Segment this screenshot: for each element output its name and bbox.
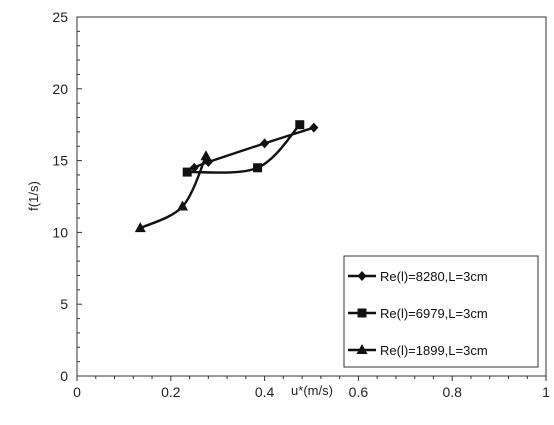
- y-tick-label: 20: [52, 81, 68, 97]
- legend-entry: Re(l)=1899,L=3cm: [348, 343, 488, 358]
- y-minor-ticks: [77, 30, 80, 363]
- legend-entry: Re(l)=6979,L=3cm: [348, 306, 488, 321]
- legend-entry: Re(l)=8280,L=3cm: [348, 269, 488, 284]
- legend-swatch-marker: [356, 344, 368, 354]
- legend-swatch-marker: [357, 271, 367, 281]
- x-tick-label: 0.2: [161, 384, 181, 400]
- x-tick-label: 1: [542, 384, 550, 400]
- data-point-triangle: [177, 200, 189, 211]
- x-tick-label: 0.4: [255, 384, 275, 400]
- x-tick-label: 0.6: [349, 384, 369, 400]
- y-tick-label: 15: [52, 153, 68, 169]
- x-minor-ticks: [95, 376, 528, 379]
- x-tick-label: 0: [73, 384, 81, 400]
- series-square: [182, 120, 305, 177]
- y-axis-label: f(1/s): [26, 181, 41, 211]
- data-point-triangle: [200, 150, 212, 161]
- data-point-diamond: [309, 122, 319, 133]
- y-tick-label: 5: [60, 296, 68, 312]
- legend-box: [343, 255, 539, 368]
- data-point-diamond: [189, 162, 199, 173]
- data-point-square: [253, 163, 263, 173]
- legend-label: Re(l)=1899,L=3cm: [380, 343, 488, 358]
- legend-entries: Re(l)=8280,L=3cm Re(l)=6979,L=3cm Re(l)=18…: [348, 269, 488, 358]
- data-point-square: [182, 167, 192, 177]
- data-point-triangle: [134, 222, 146, 233]
- x-axis-label: u*(m/s): [291, 383, 333, 398]
- y-tick-label: 25: [52, 9, 68, 25]
- legend-label: Re(l)=8280,L=3cm: [380, 269, 488, 284]
- y-axis-ticks: 0 5 10 15 20 25: [52, 9, 82, 384]
- legend-swatch-marker: [357, 308, 367, 318]
- data-point-diamond: [260, 138, 270, 149]
- series-triangle: [134, 150, 212, 233]
- x-tick-label: 0.8: [442, 384, 462, 400]
- data-point-square: [295, 120, 305, 130]
- x-axis-ticks: 0 0.2 0.4 0.6 0.8 1: [73, 376, 550, 400]
- y-tick-label: 10: [52, 224, 68, 240]
- legend: Re(l)=8280,L=3cm Re(l)=6979,L=3cm Re(l)=18…: [343, 255, 539, 368]
- series-layer: [134, 120, 319, 233]
- legend-label: Re(l)=6979,L=3cm: [380, 306, 488, 321]
- y-tick-label: 0: [60, 368, 68, 384]
